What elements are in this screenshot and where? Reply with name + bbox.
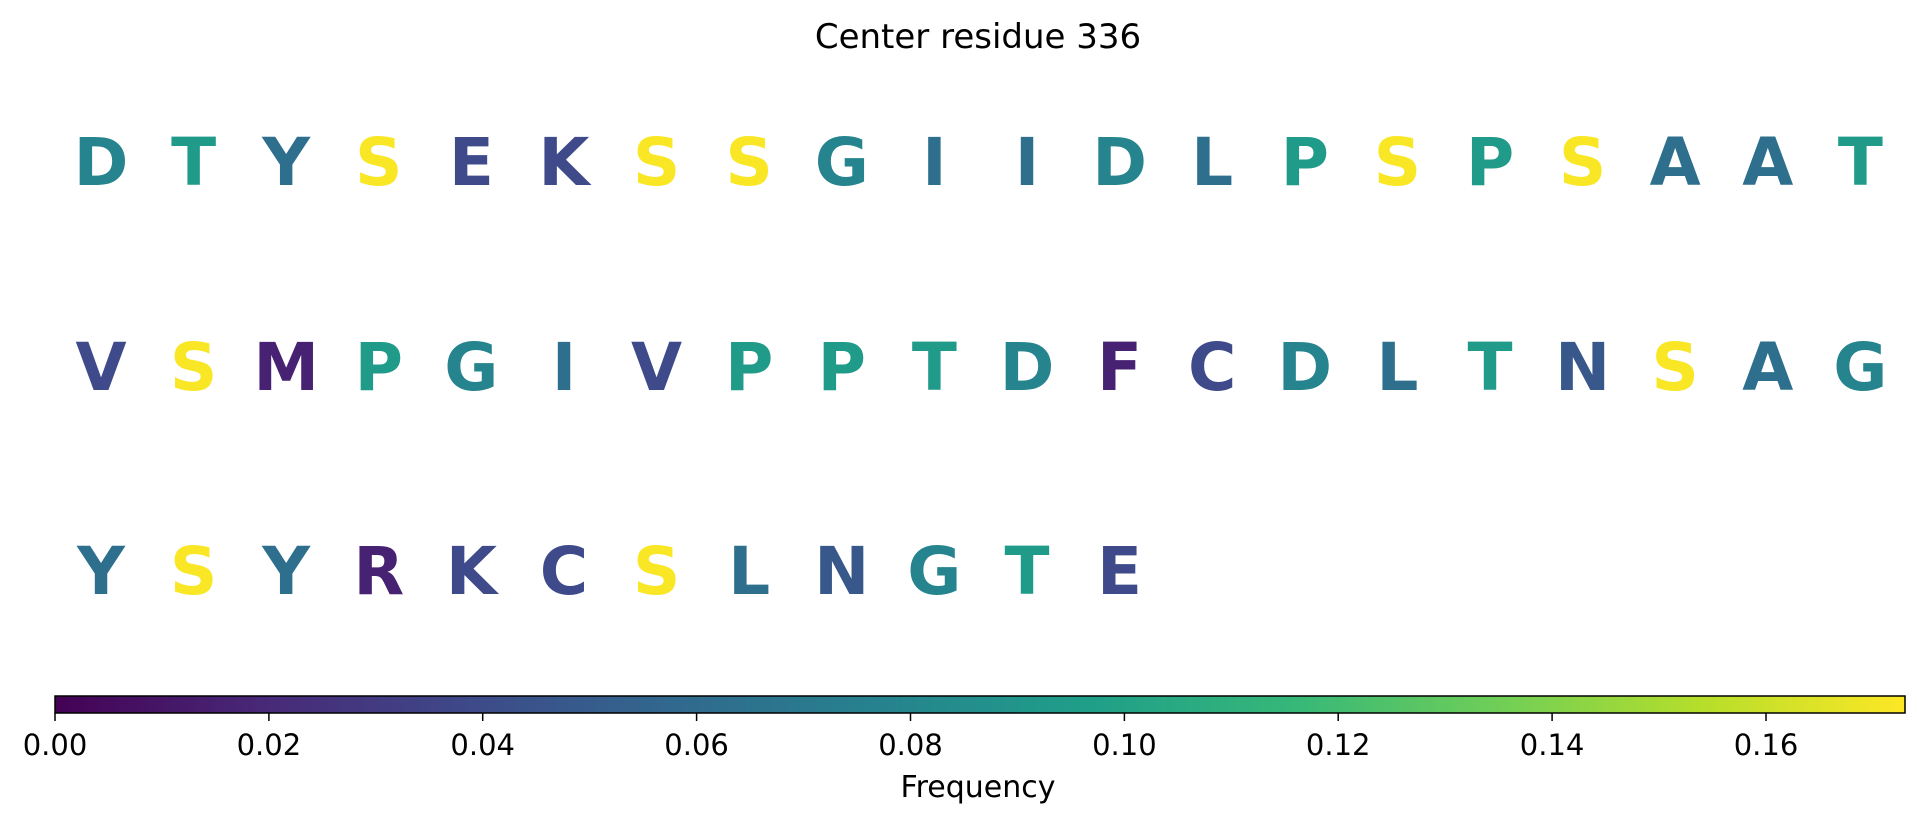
residue-letter: S: [725, 124, 773, 201]
colorbar-tick-label: 0.14: [1520, 728, 1585, 762]
residue-letter: E: [449, 124, 494, 201]
residue-letter: V: [75, 329, 126, 406]
residue-letter: S: [633, 124, 681, 201]
residue-letter: P: [1466, 124, 1514, 201]
colorbar-tick-label: 0.10: [1092, 728, 1157, 762]
residue-letter: I: [1015, 124, 1040, 201]
residue-letter: D: [1000, 329, 1055, 406]
residue-letter: L: [728, 533, 770, 610]
chart-title: Center residue 336: [815, 17, 1141, 57]
residue-letter: I: [552, 329, 577, 406]
residue-letter: G: [907, 533, 961, 610]
colorbar-tick-label: 0.08: [878, 728, 943, 762]
residue-letter: S: [355, 124, 403, 201]
residue-letter: A: [1650, 124, 1701, 201]
residue-letter: K: [446, 533, 500, 610]
residue-letter: P: [1281, 124, 1329, 201]
residue-letter: A: [1742, 124, 1793, 201]
colorbar-tick-label: 0.04: [450, 728, 515, 762]
residue-letter: P: [355, 329, 403, 406]
colorbar-ticks: 0.00 0.02 0.04 0.06 0.08 0.10 0.12 0.14 0.16: [23, 713, 1799, 762]
residue-letter: Y: [76, 533, 126, 610]
residue-letter: D: [1092, 124, 1147, 201]
residue-letter: D: [1277, 329, 1332, 406]
residue-letter: S: [633, 533, 681, 610]
residue-letter: F: [1097, 329, 1142, 406]
residue-letter: N: [1555, 329, 1610, 406]
residue-letter: S: [1559, 124, 1607, 201]
colorbar-tick-label: 0.12: [1306, 728, 1371, 762]
colorbar: 0.00 0.02 0.04 0.06 0.08 0.10 0.12 0.14 0.16 Fre…: [23, 695, 1906, 805]
residue-letter: Y: [261, 533, 311, 610]
residue-letter: C: [540, 533, 588, 610]
residue-letter: M: [253, 329, 319, 406]
residue-letter: S: [170, 329, 218, 406]
residue-letter: R: [353, 533, 404, 610]
residue-letter: G: [444, 329, 498, 406]
residue-letter: L: [1191, 124, 1233, 201]
residue-letter: E: [1097, 533, 1142, 610]
residue-letter: S: [1374, 124, 1422, 201]
colorbar-tick-label: 0.00: [23, 728, 88, 762]
residue-letter: V: [631, 329, 682, 406]
colorbar-tick-label: 0.02: [237, 728, 302, 762]
residue-letter: N: [814, 533, 869, 610]
colorbar-gradient: [54, 695, 1906, 714]
residue-letter: T: [1004, 533, 1049, 610]
residue-letter: G: [815, 124, 869, 201]
residue-letter: A: [1742, 329, 1793, 406]
residue-letter: T: [171, 124, 216, 201]
residue-letter: T: [912, 329, 957, 406]
residue-letter: Y: [261, 124, 311, 201]
residue-letter: L: [1376, 329, 1418, 406]
residue-letter: S: [1651, 329, 1699, 406]
residue-letter: P: [725, 329, 773, 406]
colorbar-tick-label: 0.06: [664, 728, 729, 762]
residue-letter: T: [1838, 124, 1883, 201]
colorbar-tick-label: 0.16: [1734, 728, 1799, 762]
residue-letter: D: [74, 124, 129, 201]
residue-letter: C: [1188, 329, 1236, 406]
residue-letter: K: [538, 124, 592, 201]
residue-letter: I: [922, 124, 947, 201]
residue-letter: S: [170, 533, 218, 610]
residue-letter: T: [1467, 329, 1512, 406]
colorbar-label: Frequency: [901, 770, 1056, 805]
residue-letter: P: [818, 329, 866, 406]
residue-letter: G: [1833, 329, 1887, 406]
residue-letters: D T Y S E K S S G I I D L P S P S A A TV S M P G I V P P T D F C D L T N S A G…: [74, 124, 1888, 610]
